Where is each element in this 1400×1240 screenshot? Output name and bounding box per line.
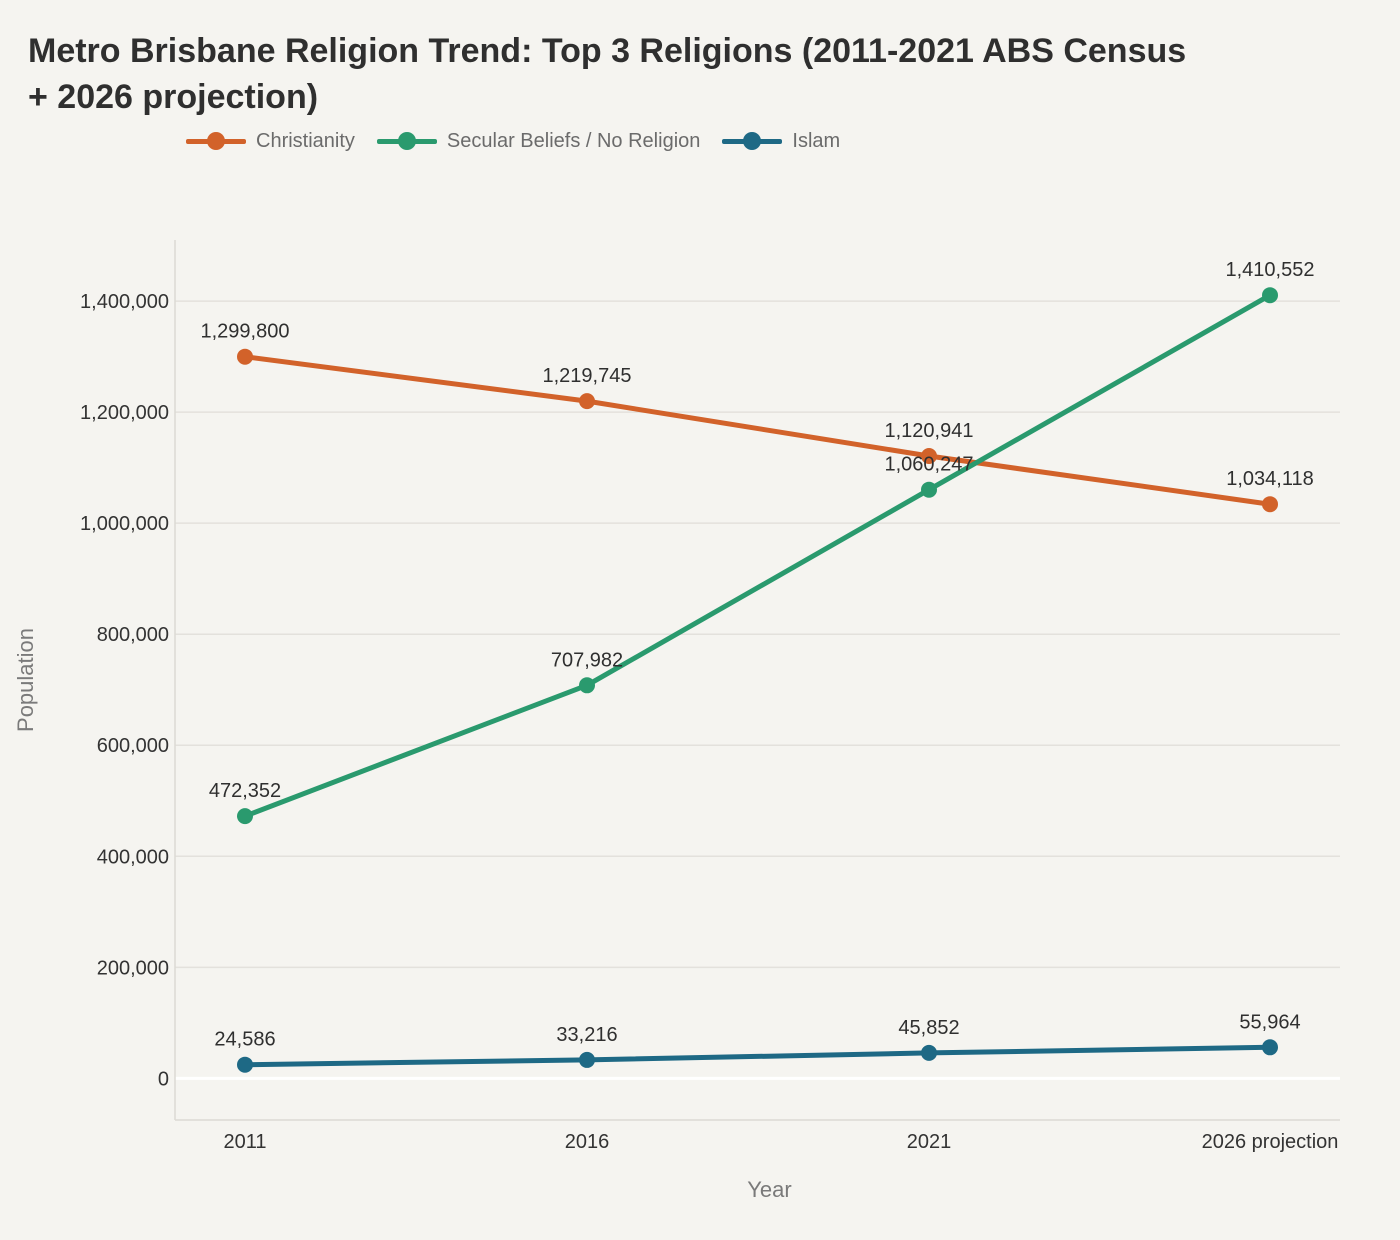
x-axis-title: Year	[747, 1177, 791, 1202]
legend-swatch-islam	[722, 131, 783, 151]
data-label-christianity: 1,219,745	[543, 365, 632, 387]
data-point-christianity[interactable]	[921, 448, 937, 465]
chart-title: Metro Brisbane Religion Trend: Top 3 Rel…	[28, 32, 1187, 116]
legend-label-secular: Secular Beliefs / No Religion	[446, 129, 701, 152]
data-point-secular-beliefs-no-religion[interactable]	[921, 481, 937, 498]
data-label-islam: 33,216	[556, 1024, 617, 1046]
data-label-secular-beliefs-no-religion: 1,060,247	[885, 454, 974, 476]
y-tick-label: 800,000	[97, 624, 169, 646]
series-line-islam	[242, 1044, 1273, 1068]
legend-item-islam[interactable]: Islam	[722, 130, 840, 153]
data-label-secular-beliefs-no-religion: 1,410,552	[1226, 259, 1315, 281]
legend-label-islam: Islam	[792, 129, 841, 152]
x-tick-label: 2011	[223, 1131, 266, 1153]
axes: 0 200,000 400,000 600,000 800,000 1,000,000 1,…	[80, 240, 1340, 1153]
x-tick-label: 2021	[907, 1131, 952, 1153]
y-tick-label: 400,000	[97, 846, 169, 868]
data-point-islam[interactable]	[237, 1056, 253, 1073]
y-tick-label: 1,400,000	[80, 291, 169, 313]
data-label-islam: 24,586	[214, 1029, 275, 1051]
data-label-secular-beliefs-no-religion: 472,352	[209, 780, 281, 802]
data-point-secular-beliefs-no-religion[interactable]	[579, 677, 595, 694]
legend-swatch-christianity	[186, 131, 246, 151]
legend-item-secular[interactable]: Secular Beliefs / No Religion	[376, 129, 701, 153]
legend-item-christianity[interactable]: Christianity	[186, 130, 355, 153]
legend-swatch-secular	[376, 131, 437, 151]
gridlines	[175, 300, 1340, 1080]
y-tick-label: 1,000,000	[80, 513, 169, 535]
y-tick-label: 1,200,000	[80, 402, 169, 424]
data-label-christianity: 1,299,800	[201, 321, 290, 343]
data-labels: 1,299,800 1,219,745 1,120,941 1,034,118 472,…	[201, 259, 1315, 1050]
series-line-christianity	[242, 354, 1273, 507]
data-point-secular-beliefs-no-religion[interactable]	[1262, 287, 1278, 304]
y-tick-label: 200,000	[97, 957, 169, 979]
x-tick-label: 2026 projection	[1202, 1131, 1339, 1153]
y-tick-label: 600,000	[97, 735, 169, 757]
data-label-islam: 55,964	[1239, 1011, 1300, 1033]
legend: Christianity Secular Beliefs / No Religi…	[186, 128, 840, 154]
data-label-secular-beliefs-no-religion: 707,982	[551, 649, 623, 671]
y-tick-label: 0	[158, 1068, 169, 1090]
data-point-islam[interactable]	[921, 1044, 937, 1061]
data-label-christianity: 1,120,941	[885, 420, 974, 442]
data-point-islam[interactable]	[579, 1051, 595, 1068]
series-points	[237, 287, 1278, 1073]
data-point-secular-beliefs-no-religion[interactable]	[237, 808, 253, 825]
series-line-secular-beliefs-no-religion	[242, 292, 1273, 819]
x-tick-label: 2016	[565, 1131, 610, 1153]
data-point-islam[interactable]	[1262, 1039, 1278, 1056]
data-point-christianity[interactable]	[579, 393, 595, 410]
data-point-christianity[interactable]	[1262, 496, 1278, 513]
series-lines	[242, 292, 1273, 1068]
y-axis-title: Population	[13, 628, 38, 732]
legend-label-christianity: Christianity	[256, 129, 355, 152]
data-point-christianity[interactable]	[237, 348, 253, 365]
data-label-islam: 45,852	[898, 1017, 959, 1039]
data-label-christianity: 1,034,118	[1226, 468, 1314, 490]
